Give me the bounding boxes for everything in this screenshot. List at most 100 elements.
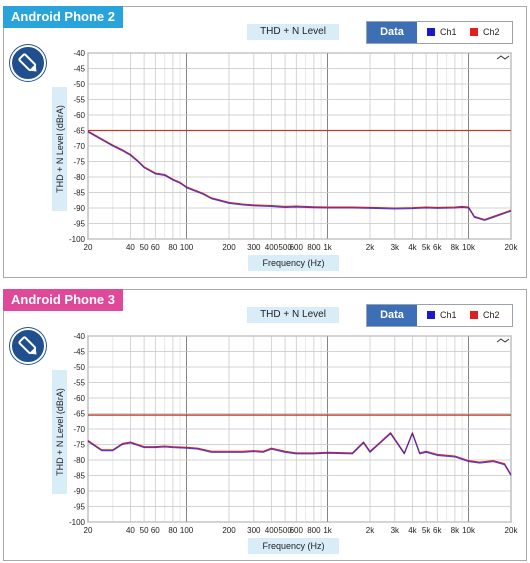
x-axis-label: Frequency (Hz) (248, 538, 339, 554)
y-tick-label: -75 (73, 441, 85, 450)
legend-swatch (427, 311, 435, 319)
x-tick-label: 300 (247, 526, 261, 535)
y-tick-label: -100 (69, 518, 86, 527)
y-tick-label: -95 (73, 503, 85, 512)
x-tick-label: 8k (451, 243, 460, 252)
legend-swatch (427, 28, 435, 36)
x-tick-label: 40 (126, 526, 135, 535)
x-tick-label: 8k (451, 526, 460, 535)
y-tick-label: -85 (73, 189, 85, 198)
y-tick-label: -45 (73, 348, 85, 357)
y-tick-label: -75 (73, 158, 85, 167)
y-axis-label-text: THD + N Level (dBrA) (54, 105, 65, 193)
y-axis-label: THD + N Level (dBrA) (52, 87, 67, 211)
x-tick-label: 400 (265, 526, 279, 535)
legend-title: Data (367, 305, 417, 326)
x-tick-label: 50 (140, 526, 149, 535)
chart-title: THD + N Level (247, 24, 339, 40)
x-tick-label: 3k (391, 243, 400, 252)
y-tick-label: -70 (73, 142, 85, 151)
y-tick-label: -80 (73, 456, 85, 465)
chart-title: THD + N Level (247, 307, 339, 323)
x-tick-label: 600 (290, 243, 304, 252)
y-tick-label: -90 (73, 487, 85, 496)
pen-icon (10, 328, 46, 364)
y-tick-label: -50 (73, 80, 85, 89)
x-tick-label: 80 (168, 243, 177, 252)
x-tick-label: 1k (323, 243, 332, 252)
x-tick-label: 50 (140, 243, 149, 252)
legend-label: Ch2 (483, 310, 500, 320)
pen-icon-glyph (18, 53, 37, 72)
y-tick-label: -95 (73, 220, 85, 229)
legend-entry-ch1: Ch1 (427, 22, 457, 43)
pen-icon (10, 45, 46, 81)
y-tick-label: -90 (73, 204, 85, 213)
chart-panel: Android Phone 2 THD + N Level Data Ch1 C… (3, 6, 527, 278)
x-tick-label: 600 (290, 526, 304, 535)
x-tick-label: 80 (168, 526, 177, 535)
x-tick-label: 20k (505, 526, 519, 535)
x-tick-label: 1k (323, 526, 332, 535)
legend: Data Ch1 Ch2 (366, 304, 513, 327)
legend-swatch (470, 28, 478, 36)
y-tick-label: -55 (73, 379, 85, 388)
panel-label: Android Phone 2 (3, 6, 123, 28)
legend-label: Ch1 (440, 27, 457, 37)
x-tick-label: 200 (222, 526, 236, 535)
legend-title: Data (367, 22, 417, 43)
y-tick-label: -50 (73, 363, 85, 372)
x-tick-label: 3k (391, 526, 400, 535)
x-tick-label: 500 (278, 243, 292, 252)
x-tick-label: 5k (422, 243, 431, 252)
legend: Data Ch1 Ch2 (366, 21, 513, 44)
y-tick-label: -40 (73, 49, 85, 58)
legend-entry-ch2: Ch2 (470, 22, 500, 43)
x-tick-label: 800 (307, 526, 321, 535)
panel-label: Android Phone 3 (3, 289, 123, 311)
x-tick-label: 800 (307, 243, 321, 252)
y-tick-label: -45 (73, 65, 85, 74)
chart-panel: Android Phone 3 THD + N Level Data Ch1 C… (3, 289, 527, 561)
legend-entry-ch1: Ch1 (427, 305, 457, 326)
x-tick-label: 10k (462, 526, 476, 535)
x-tick-label: 100 (180, 526, 194, 535)
y-tick-label: -85 (73, 472, 85, 481)
analyzer-mark-icon (496, 338, 510, 343)
x-tick-label: 6k (433, 243, 442, 252)
x-tick-label: 20k (505, 243, 519, 252)
x-tick-label: 400 (265, 243, 279, 252)
series-line-ch2 (87, 130, 512, 221)
x-tick-label: 60 (151, 243, 160, 252)
y-tick-label: -100 (69, 235, 86, 244)
x-tick-label: 60 (151, 526, 160, 535)
series-line-ch1 (87, 131, 512, 221)
legend-label: Ch2 (483, 27, 500, 37)
y-tick-label: -60 (73, 111, 85, 120)
y-tick-label: -55 (73, 96, 85, 105)
x-tick-label: 4k (408, 243, 417, 252)
y-tick-label: -65 (73, 410, 85, 419)
y-tick-label: -60 (73, 394, 85, 403)
x-tick-label: 100 (180, 243, 194, 252)
y-tick-label: -65 (73, 127, 85, 136)
x-tick-label: 20 (84, 526, 93, 535)
x-tick-label: 20 (84, 243, 93, 252)
x-tick-label: 10k (462, 243, 476, 252)
pen-icon-glyph (18, 336, 37, 355)
x-tick-label: 2k (366, 243, 375, 252)
y-tick-label: -80 (73, 173, 85, 182)
y-axis-label-text: THD + N Level (dBrA) (54, 388, 65, 476)
y-axis-label: THD + N Level (dBrA) (52, 370, 67, 494)
x-tick-label: 4k (408, 526, 417, 535)
series-line-ch1 (87, 433, 512, 476)
y-tick-label: -70 (73, 425, 85, 434)
legend-entry-ch2: Ch2 (470, 305, 500, 326)
x-tick-label: 300 (247, 243, 261, 252)
series-line-ch2 (87, 432, 512, 475)
y-tick-label: -40 (73, 332, 85, 341)
x-tick-label: 6k (433, 526, 442, 535)
x-tick-label: 500 (278, 526, 292, 535)
